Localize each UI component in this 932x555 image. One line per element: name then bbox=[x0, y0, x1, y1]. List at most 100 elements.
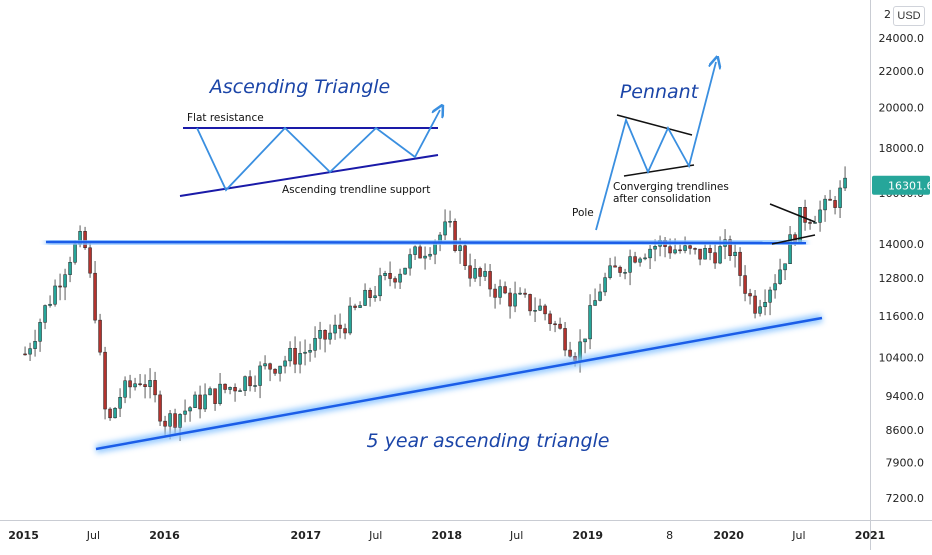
candle-down bbox=[568, 349, 572, 357]
candle-up bbox=[308, 350, 312, 353]
pennant-lower-line[interactable] bbox=[771, 234, 816, 245]
candle-up bbox=[188, 407, 192, 412]
candle-up bbox=[648, 248, 652, 259]
candle-up bbox=[598, 291, 602, 301]
candle-up bbox=[63, 274, 67, 288]
pennant-diagram-lower bbox=[623, 164, 695, 177]
candle-up bbox=[643, 257, 647, 260]
time-tick-label: 8 bbox=[666, 529, 673, 542]
candle-down bbox=[468, 265, 472, 279]
time-tick-label: 2019 bbox=[572, 529, 603, 542]
candle-up bbox=[208, 388, 212, 396]
price-tick-label: 9400.0 bbox=[886, 390, 925, 403]
candle-up bbox=[623, 272, 627, 274]
candle-down bbox=[23, 353, 27, 356]
candle-down bbox=[418, 246, 422, 259]
candle-down bbox=[143, 384, 147, 387]
candle-up bbox=[813, 222, 817, 224]
time-tick-label: 2020 bbox=[713, 529, 744, 542]
time-tick-label: 2018 bbox=[431, 529, 462, 542]
price-tick-label: 22000.0 bbox=[879, 65, 925, 78]
candle-down bbox=[213, 388, 217, 404]
candle-up bbox=[788, 234, 792, 264]
candle-up bbox=[473, 268, 477, 279]
time-tick-label: Jul bbox=[368, 529, 382, 542]
candle-down bbox=[548, 313, 552, 325]
candles-layer bbox=[23, 166, 847, 441]
candle-up bbox=[838, 187, 842, 208]
candle-up bbox=[408, 254, 412, 269]
candle-up bbox=[133, 383, 137, 388]
price-tick-label: 11600.0 bbox=[879, 310, 925, 323]
candle-up bbox=[238, 390, 242, 392]
flat-resistance-line[interactable] bbox=[45, 240, 807, 245]
time-tick-label: Jul bbox=[509, 529, 523, 542]
candle-down bbox=[503, 286, 507, 294]
time-tick-label: 2017 bbox=[291, 529, 322, 542]
ascending-triangle-diagram: Ascending Triangle Flat resistance Ascen… bbox=[179, 76, 440, 197]
candle-up bbox=[203, 394, 207, 410]
candle-down bbox=[693, 248, 697, 250]
candle-up bbox=[703, 248, 707, 260]
candle-up bbox=[798, 207, 802, 243]
candle-up bbox=[498, 286, 502, 298]
candle-up bbox=[38, 322, 42, 342]
price-tick-label: 8600.0 bbox=[886, 424, 925, 437]
candle-down bbox=[488, 271, 492, 290]
candle-down bbox=[353, 305, 357, 308]
candle-down bbox=[198, 394, 202, 410]
candle-down bbox=[138, 383, 142, 386]
candle-up bbox=[773, 283, 777, 291]
candle-down bbox=[748, 293, 752, 297]
converging-trendlines-label: Converging trendlines bbox=[613, 181, 729, 193]
candle-up bbox=[53, 285, 57, 305]
candle-up bbox=[258, 365, 262, 386]
candle-down bbox=[163, 420, 167, 427]
five-year-pattern bbox=[45, 237, 823, 454]
candle-down bbox=[678, 249, 682, 252]
candle-down bbox=[453, 221, 457, 251]
candle-up bbox=[148, 380, 152, 387]
pennant-diagram-upper bbox=[616, 114, 693, 136]
candle-down bbox=[268, 363, 272, 370]
candle-up bbox=[68, 262, 72, 275]
five-year-pattern-title: 5 year ascending triangle bbox=[366, 430, 609, 452]
candle-up bbox=[298, 353, 302, 365]
candle-up bbox=[313, 338, 317, 351]
candle-up bbox=[183, 410, 187, 415]
candle-down bbox=[528, 294, 532, 312]
time-axis[interactable]: 2015 Jul 2016 2017 Jul 2018 Jul 2019 8 2020 Jul 202… bbox=[8, 529, 885, 542]
candle-up bbox=[448, 221, 452, 223]
candle-up bbox=[483, 271, 487, 277]
time-tick-label: Jul bbox=[791, 529, 805, 542]
candle-up bbox=[593, 300, 597, 306]
pennant-upper-line[interactable] bbox=[769, 203, 816, 223]
price-tick-label: 20000.0 bbox=[879, 102, 925, 115]
candle-up bbox=[278, 365, 282, 374]
candle-up bbox=[423, 255, 427, 259]
candle-up bbox=[33, 341, 37, 349]
ascending-support-line[interactable] bbox=[95, 316, 823, 451]
candle-down bbox=[808, 222, 812, 224]
price-tick-label: 7900.0 bbox=[886, 457, 925, 470]
candle-up bbox=[303, 351, 307, 354]
candle-down bbox=[618, 266, 622, 273]
candle-up bbox=[783, 263, 787, 271]
candle-up bbox=[348, 305, 352, 334]
candle-down bbox=[743, 275, 747, 294]
price-tick-label: 18000.0 bbox=[879, 142, 925, 155]
candle-up bbox=[168, 413, 172, 427]
candle-down bbox=[708, 248, 712, 253]
candle-up bbox=[48, 303, 52, 306]
price-axis[interactable]: 24000.022000.020000.018000.016000.014000… bbox=[879, 32, 925, 505]
candle-down bbox=[273, 368, 277, 374]
candle-up bbox=[113, 408, 117, 419]
candle-up bbox=[228, 387, 232, 390]
candle-up bbox=[328, 332, 332, 340]
pennant-diagram: Pennant Pole Converging trendlines after… bbox=[572, 62, 729, 231]
candle-down bbox=[633, 256, 637, 263]
diagram-ascending-support bbox=[179, 154, 439, 197]
currency-button[interactable]: USD bbox=[893, 6, 925, 26]
diagram-price-zigzag bbox=[196, 110, 440, 192]
